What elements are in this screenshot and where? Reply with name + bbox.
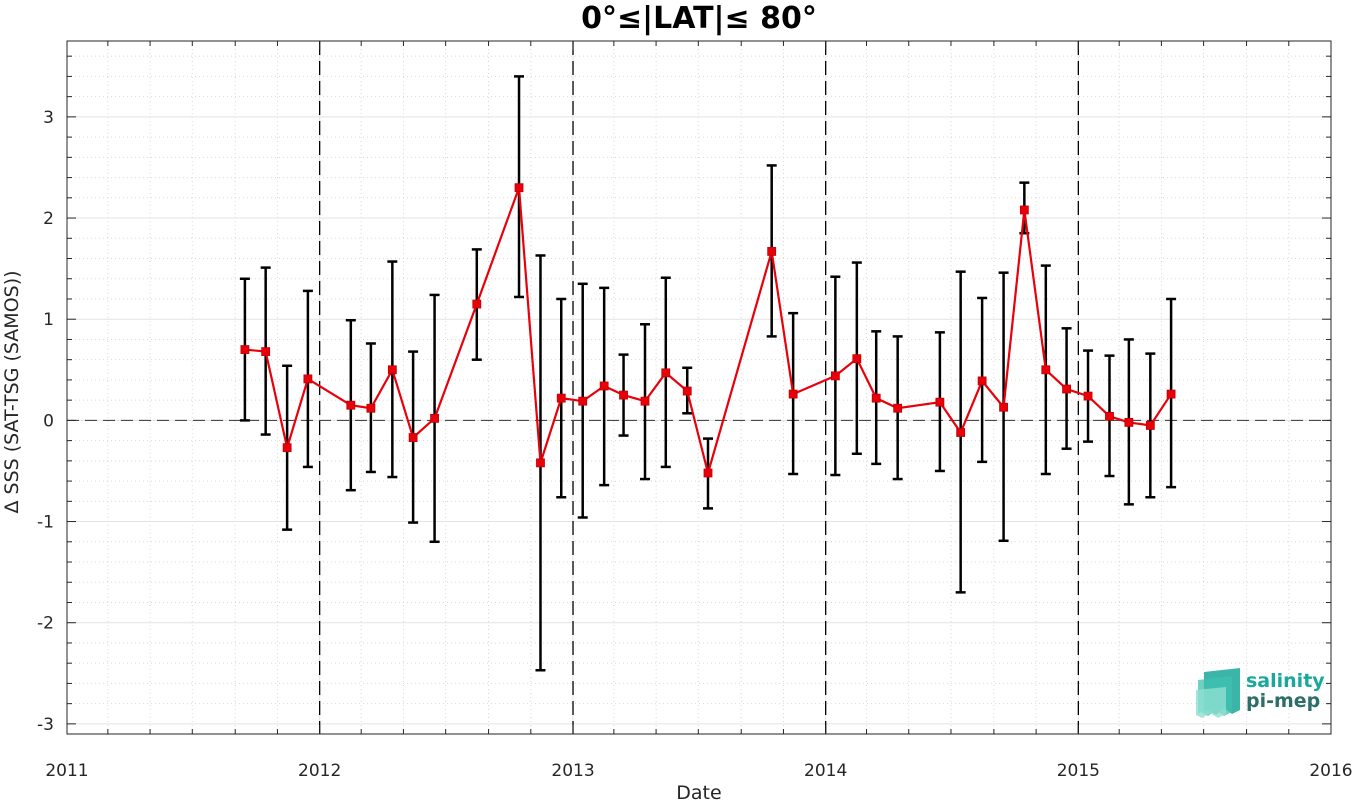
y-axis-label: Δ SSS (SAT-TSG (SAMOS)) (1, 270, 23, 513)
y-tick-label: -2 (37, 614, 54, 634)
data-markers (240, 183, 1176, 478)
logo-text-salinity: salinity (1246, 670, 1325, 692)
y-tick-label: -1 (37, 513, 54, 533)
data-point-marker (767, 247, 777, 256)
salinity-pi-mep-logo: salinity pi-mep (1196, 668, 1325, 718)
plot-background (67, 41, 1331, 734)
y-tick-label: 2 (43, 209, 54, 229)
data-point-marker (514, 183, 524, 193)
data-point-marker (1083, 391, 1093, 401)
data-point-marker (346, 400, 356, 410)
data-point-marker (871, 393, 881, 403)
data-point-marker (1166, 389, 1176, 399)
data-point-marker (599, 381, 609, 391)
x-tick-label: 2015 (1057, 761, 1100, 781)
data-point-marker (661, 368, 671, 378)
x-tick-label: 2016 (1309, 761, 1352, 781)
axis-ticks (66, 41, 1332, 734)
data-point-marker (788, 389, 798, 399)
data-point-marker (999, 402, 1008, 412)
plot-frame (66, 40, 1332, 735)
logo-wave-icon (1196, 668, 1240, 718)
x-axis-label: Date (676, 782, 721, 801)
data-point-marker (893, 403, 903, 413)
plot-area (66, 40, 1332, 735)
data-point-marker (682, 386, 692, 396)
data-point-marker (1041, 365, 1051, 375)
logo-text-pi-mep: pi-mep (1246, 690, 1320, 712)
data-point-marker (261, 347, 271, 356)
data-point-marker (1062, 384, 1071, 394)
data-point-marker (1124, 418, 1134, 427)
data-point-marker (703, 468, 713, 478)
chart-title: 0°≤|LAT|≤ 80° (581, 1, 817, 36)
data-point-marker (852, 354, 862, 364)
x-tick-label: 2014 (804, 761, 847, 781)
year-separator-lines (319, 41, 1079, 734)
data-point-marker (1145, 421, 1155, 430)
data-point-marker (640, 396, 650, 406)
data-point-marker (387, 365, 397, 375)
data-point-marker (408, 433, 418, 442)
data-point-marker (430, 413, 439, 423)
data-point-marker (366, 403, 376, 413)
data-point-marker (303, 374, 313, 384)
y-tick-label: -3 (37, 715, 54, 735)
x-tick-label: 2011 (45, 761, 88, 781)
data-point-marker (977, 376, 987, 386)
data-point-marker (1105, 411, 1114, 421)
data-point-marker (536, 458, 545, 468)
x-tick-label: 2013 (551, 761, 594, 781)
data-point-marker (619, 390, 628, 400)
data-point-marker (282, 443, 292, 453)
y-tick-label: 1 (43, 310, 54, 330)
data-point-marker (1019, 205, 1029, 215)
data-point-marker (472, 299, 482, 309)
data-point-marker (956, 428, 966, 437)
data-point-marker (578, 396, 588, 406)
x-tick-labels: 2011 2012 2013 2014 2015 2016 (45, 761, 1352, 781)
data-point-marker (830, 371, 840, 381)
y-tick-label: 0 (43, 411, 54, 431)
series-line (244, 187, 1173, 478)
data-point-marker (935, 397, 945, 407)
y-tick-labels: -3 -2 -1 0 1 2 3 (37, 108, 54, 735)
y-tick-label: 3 (43, 108, 54, 128)
x-tick-label: 2012 (298, 761, 341, 781)
minor-grid (67, 41, 1331, 734)
data-point-marker (240, 345, 250, 354)
data-point-marker (556, 393, 566, 403)
